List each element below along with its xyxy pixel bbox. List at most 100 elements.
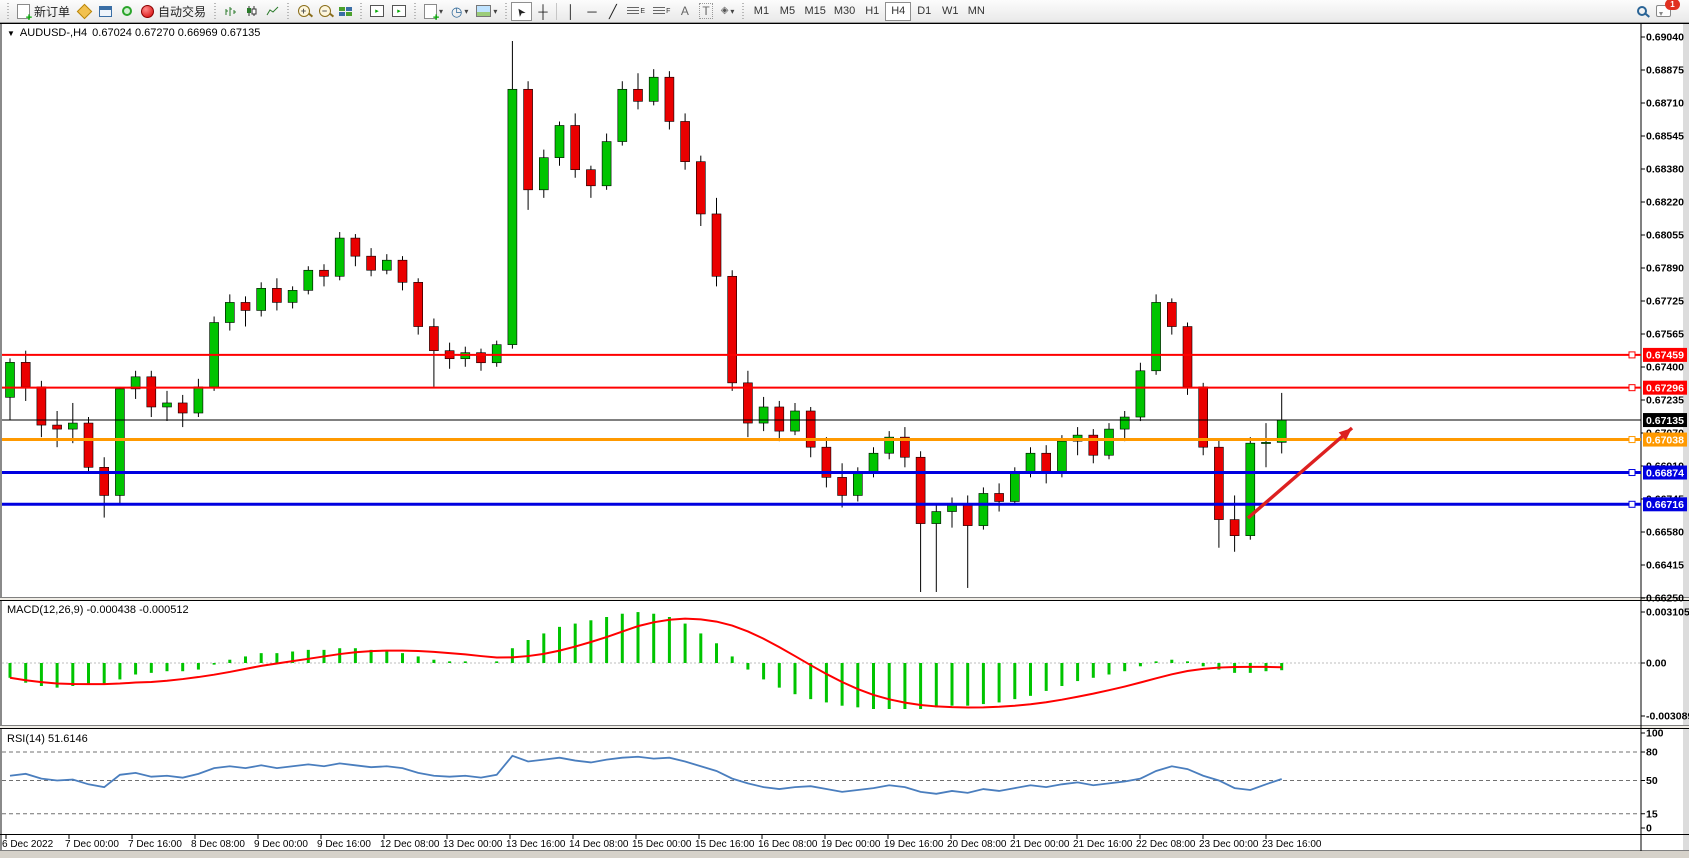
quotes-button[interactable]	[74, 2, 95, 21]
toolbar-drag-handle[interactable]	[359, 3, 364, 19]
toolbar-drag-handle[interactable]	[741, 3, 746, 19]
panel-separator[interactable]	[0, 597, 1689, 598]
toolbar-separator	[556, 2, 558, 20]
search-button[interactable]	[1631, 2, 1652, 21]
macd-tick-label: 0.003105	[1646, 607, 1689, 619]
panel-separator[interactable]	[0, 600, 1689, 601]
autotrade-button[interactable]: 自动交易	[137, 2, 210, 21]
timeframe-w1-button[interactable]: W1	[942, 5, 959, 17]
bear-candle	[837, 477, 847, 496]
crosshair-tool-button[interactable]: ┼	[532, 2, 553, 21]
timeframe-m1-button[interactable]: M1	[753, 5, 770, 17]
candlestick-chart-button[interactable]	[241, 2, 262, 21]
trend-arrow[interactable]	[1246, 426, 1354, 520]
panel-separator[interactable]	[0, 726, 1689, 728]
trendline-tool-button[interactable]: ╱	[602, 2, 623, 21]
timeframe-h4-button[interactable]: H4	[885, 1, 912, 21]
bear-candle	[821, 446, 832, 478]
text-tool-button[interactable]: A	[674, 2, 695, 21]
price-tick-label: 0.66415	[1646, 560, 1684, 572]
tile-windows-button[interactable]	[335, 2, 356, 21]
notifications-button[interactable]: 1	[1652, 0, 1680, 21]
timeframe-mn-button[interactable]: MN	[967, 5, 985, 17]
caret-down-icon: ▾	[493, 6, 498, 16]
timeframe-m30-button[interactable]: M30	[833, 5, 856, 17]
rsi-tick-label: 0	[1646, 823, 1652, 835]
bull-candle	[193, 386, 204, 414]
toolbar-drag-handle[interactable]	[213, 3, 218, 19]
panel-separator[interactable]	[0, 725, 1689, 726]
bull-candle	[538, 157, 549, 191]
text-label-tool-button[interactable]: T	[695, 2, 716, 21]
new-order-label: 新订单	[34, 4, 71, 19]
bull-candle	[287, 290, 298, 303]
templates-dropdown-button[interactable]: ▾	[472, 2, 501, 21]
timeframe-h1-button[interactable]: H1	[865, 5, 880, 17]
toolbar-drag-handle[interactable]	[413, 3, 418, 19]
window-left-border	[0, 23, 2, 858]
chart-title: ▼ AUDUSD-,H4 0.67024 0.67270 0.66969 0.6…	[7, 27, 260, 39]
bar-chart-button[interactable]	[220, 2, 241, 21]
timeframe-d1-button[interactable]: D1	[917, 5, 932, 17]
bull-candle	[1261, 442, 1271, 444]
macd-indicator-label: MACD(12,26,9) -0.000438 -0.000512	[7, 604, 189, 616]
bear-candle	[633, 88, 643, 102]
horizontal-line-tool-button[interactable]: ─	[581, 2, 602, 21]
line-handle[interactable]	[1628, 351, 1636, 359]
signals-button[interactable]	[116, 2, 137, 21]
level-badge-label: 0.67296	[1646, 382, 1684, 394]
auto-scroll-button[interactable]: ▸	[366, 2, 388, 21]
cursor-icon: ➤	[513, 4, 530, 19]
zoom-out-button[interactable]: −	[314, 2, 335, 21]
bull-candle	[507, 88, 518, 345]
time-tick-label: 16 Dec 08:00	[758, 839, 818, 850]
price-tick-label: 0.68220	[1646, 197, 1684, 209]
candlestick-chart-icon	[247, 6, 257, 16]
price-tick-label: 0.66250	[1646, 593, 1684, 605]
bull-candle	[1151, 302, 1161, 372]
price-tick-label: 0.68710	[1646, 98, 1684, 110]
price-tick-label: 0.67400	[1646, 362, 1684, 374]
line-handle[interactable]	[1628, 384, 1636, 392]
vertical-line-tool-button[interactable]: │	[560, 2, 581, 21]
bull-candle	[256, 288, 267, 311]
bear-candle	[1041, 452, 1051, 474]
trend-arrow-head[interactable]	[1338, 428, 1352, 441]
timeframe-m5-button[interactable]: M5	[779, 5, 796, 17]
time-tick-label: 23 Dec 00:00	[1199, 839, 1259, 850]
equidistant-channel-tool-button[interactable]: E	[623, 2, 649, 21]
panel-separator[interactable]	[0, 728, 1689, 729]
panel-separator[interactable]	[0, 598, 1689, 600]
toolbar-drag-handle[interactable]	[286, 3, 291, 19]
quotes-icon	[76, 3, 93, 19]
bear-candle	[476, 352, 486, 364]
toolbar-drag-handle[interactable]	[6, 3, 10, 19]
arrows-dropdown-button[interactable]: ◈ ▾	[717, 2, 739, 21]
toolbar-drag-handle[interactable]	[504, 3, 509, 19]
bull-candle	[648, 76, 659, 102]
new-order-button[interactable]: + 新订单	[13, 2, 74, 23]
line-handle[interactable]	[1628, 500, 1636, 508]
line-handle[interactable]	[1628, 436, 1636, 444]
periods-dropdown-button[interactable]: ◷ ▾	[447, 2, 472, 21]
cursor-tool-button[interactable]: ➤	[511, 1, 533, 21]
bull-candle	[601, 141, 612, 187]
bull-candle	[931, 511, 942, 524]
time-tick-label: 23 Dec 16:00	[1262, 839, 1322, 850]
bear-candle	[664, 76, 675, 122]
bar-chart-icon	[225, 7, 237, 16]
timeframe-m15-button[interactable]: M15	[804, 5, 826, 17]
bear-candle	[366, 255, 376, 271]
chart-shift-button[interactable]: ▸	[388, 2, 410, 21]
level-badge-label: 0.67459	[1646, 350, 1684, 362]
market-watch-button[interactable]	[95, 2, 116, 21]
line-handle[interactable]	[1628, 469, 1636, 477]
bear-candle	[177, 402, 188, 414]
zoom-in-button[interactable]: +	[293, 2, 314, 21]
new-order-icon: +	[17, 3, 32, 23]
time-tick-label: 22 Dec 08:00	[1136, 839, 1196, 850]
line-chart-button[interactable]	[262, 2, 283, 21]
symbol-dropdown-icon[interactable]: ▼	[7, 28, 15, 38]
fibonacci-tool-button[interactable]: F	[649, 2, 674, 21]
indicators-dropdown-button[interactable]: + ▾	[420, 2, 447, 23]
